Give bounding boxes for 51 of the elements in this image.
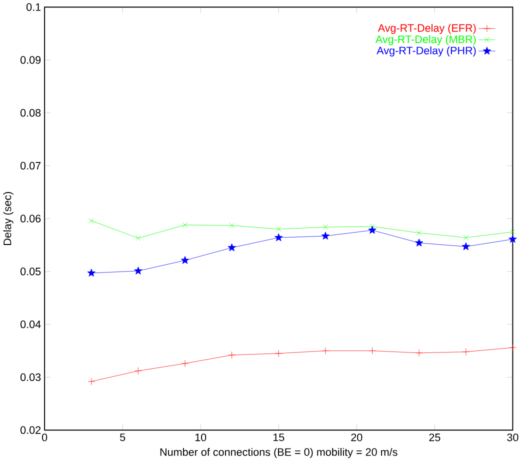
point — [274, 233, 283, 242]
x-tick-label: 25 — [429, 433, 440, 442]
point — [229, 222, 234, 228]
x-tick-label: 20 — [351, 433, 362, 442]
point — [509, 344, 516, 352]
y-axis-title: Delay (sec) — [3, 192, 14, 245]
point — [462, 242, 470, 250]
point — [276, 226, 282, 232]
point — [180, 256, 190, 264]
point — [322, 347, 330, 354]
point — [462, 348, 470, 356]
legend-label: Avg-RT-Delay (EFR) — [378, 24, 476, 34]
y-tick-label: 0.07 — [20, 162, 41, 170]
x-tick-label: 5 — [120, 433, 126, 441]
point — [275, 350, 282, 357]
x-axis-title: Number of connections (BE = 0) mobility = 20 m/s — [160, 448, 398, 458]
x-tick-label: 15 — [273, 433, 284, 441]
point — [322, 224, 328, 230]
point — [368, 347, 376, 354]
y-tick-label: 0.03 — [20, 373, 41, 381]
point — [414, 238, 424, 246]
y-tick-label: 0.09 — [20, 56, 41, 64]
point — [182, 222, 188, 228]
point — [88, 218, 94, 224]
point — [368, 226, 376, 234]
point — [181, 360, 189, 367]
point — [88, 378, 96, 385]
point — [228, 243, 236, 252]
point — [321, 232, 330, 240]
x-tick-label: 10 — [195, 433, 206, 442]
x-tick-label: 30 — [507, 433, 518, 442]
point — [510, 229, 516, 234]
point — [508, 234, 517, 243]
point — [134, 367, 142, 374]
point — [416, 230, 422, 236]
point — [134, 266, 142, 274]
legend-label: Avg-RT-Delay (MBR) — [375, 35, 476, 46]
point — [463, 234, 469, 240]
y-tick-label: 0.08 — [20, 108, 41, 117]
y-tick-label: 0.05 — [20, 268, 41, 276]
y-tick-label: 0.04 — [20, 320, 41, 328]
x-tick-label: 0 — [42, 433, 48, 442]
point — [415, 349, 423, 356]
point — [136, 235, 141, 241]
y-tick-label: 0.06 — [20, 214, 41, 222]
point — [87, 268, 96, 276]
point — [228, 351, 236, 359]
y-tick-label: 0.02 — [20, 426, 41, 434]
legend-label: Avg-RT-Delay (PHR) — [376, 46, 476, 56]
y-tick-label: 0.1 — [26, 3, 41, 11]
point — [370, 224, 375, 230]
